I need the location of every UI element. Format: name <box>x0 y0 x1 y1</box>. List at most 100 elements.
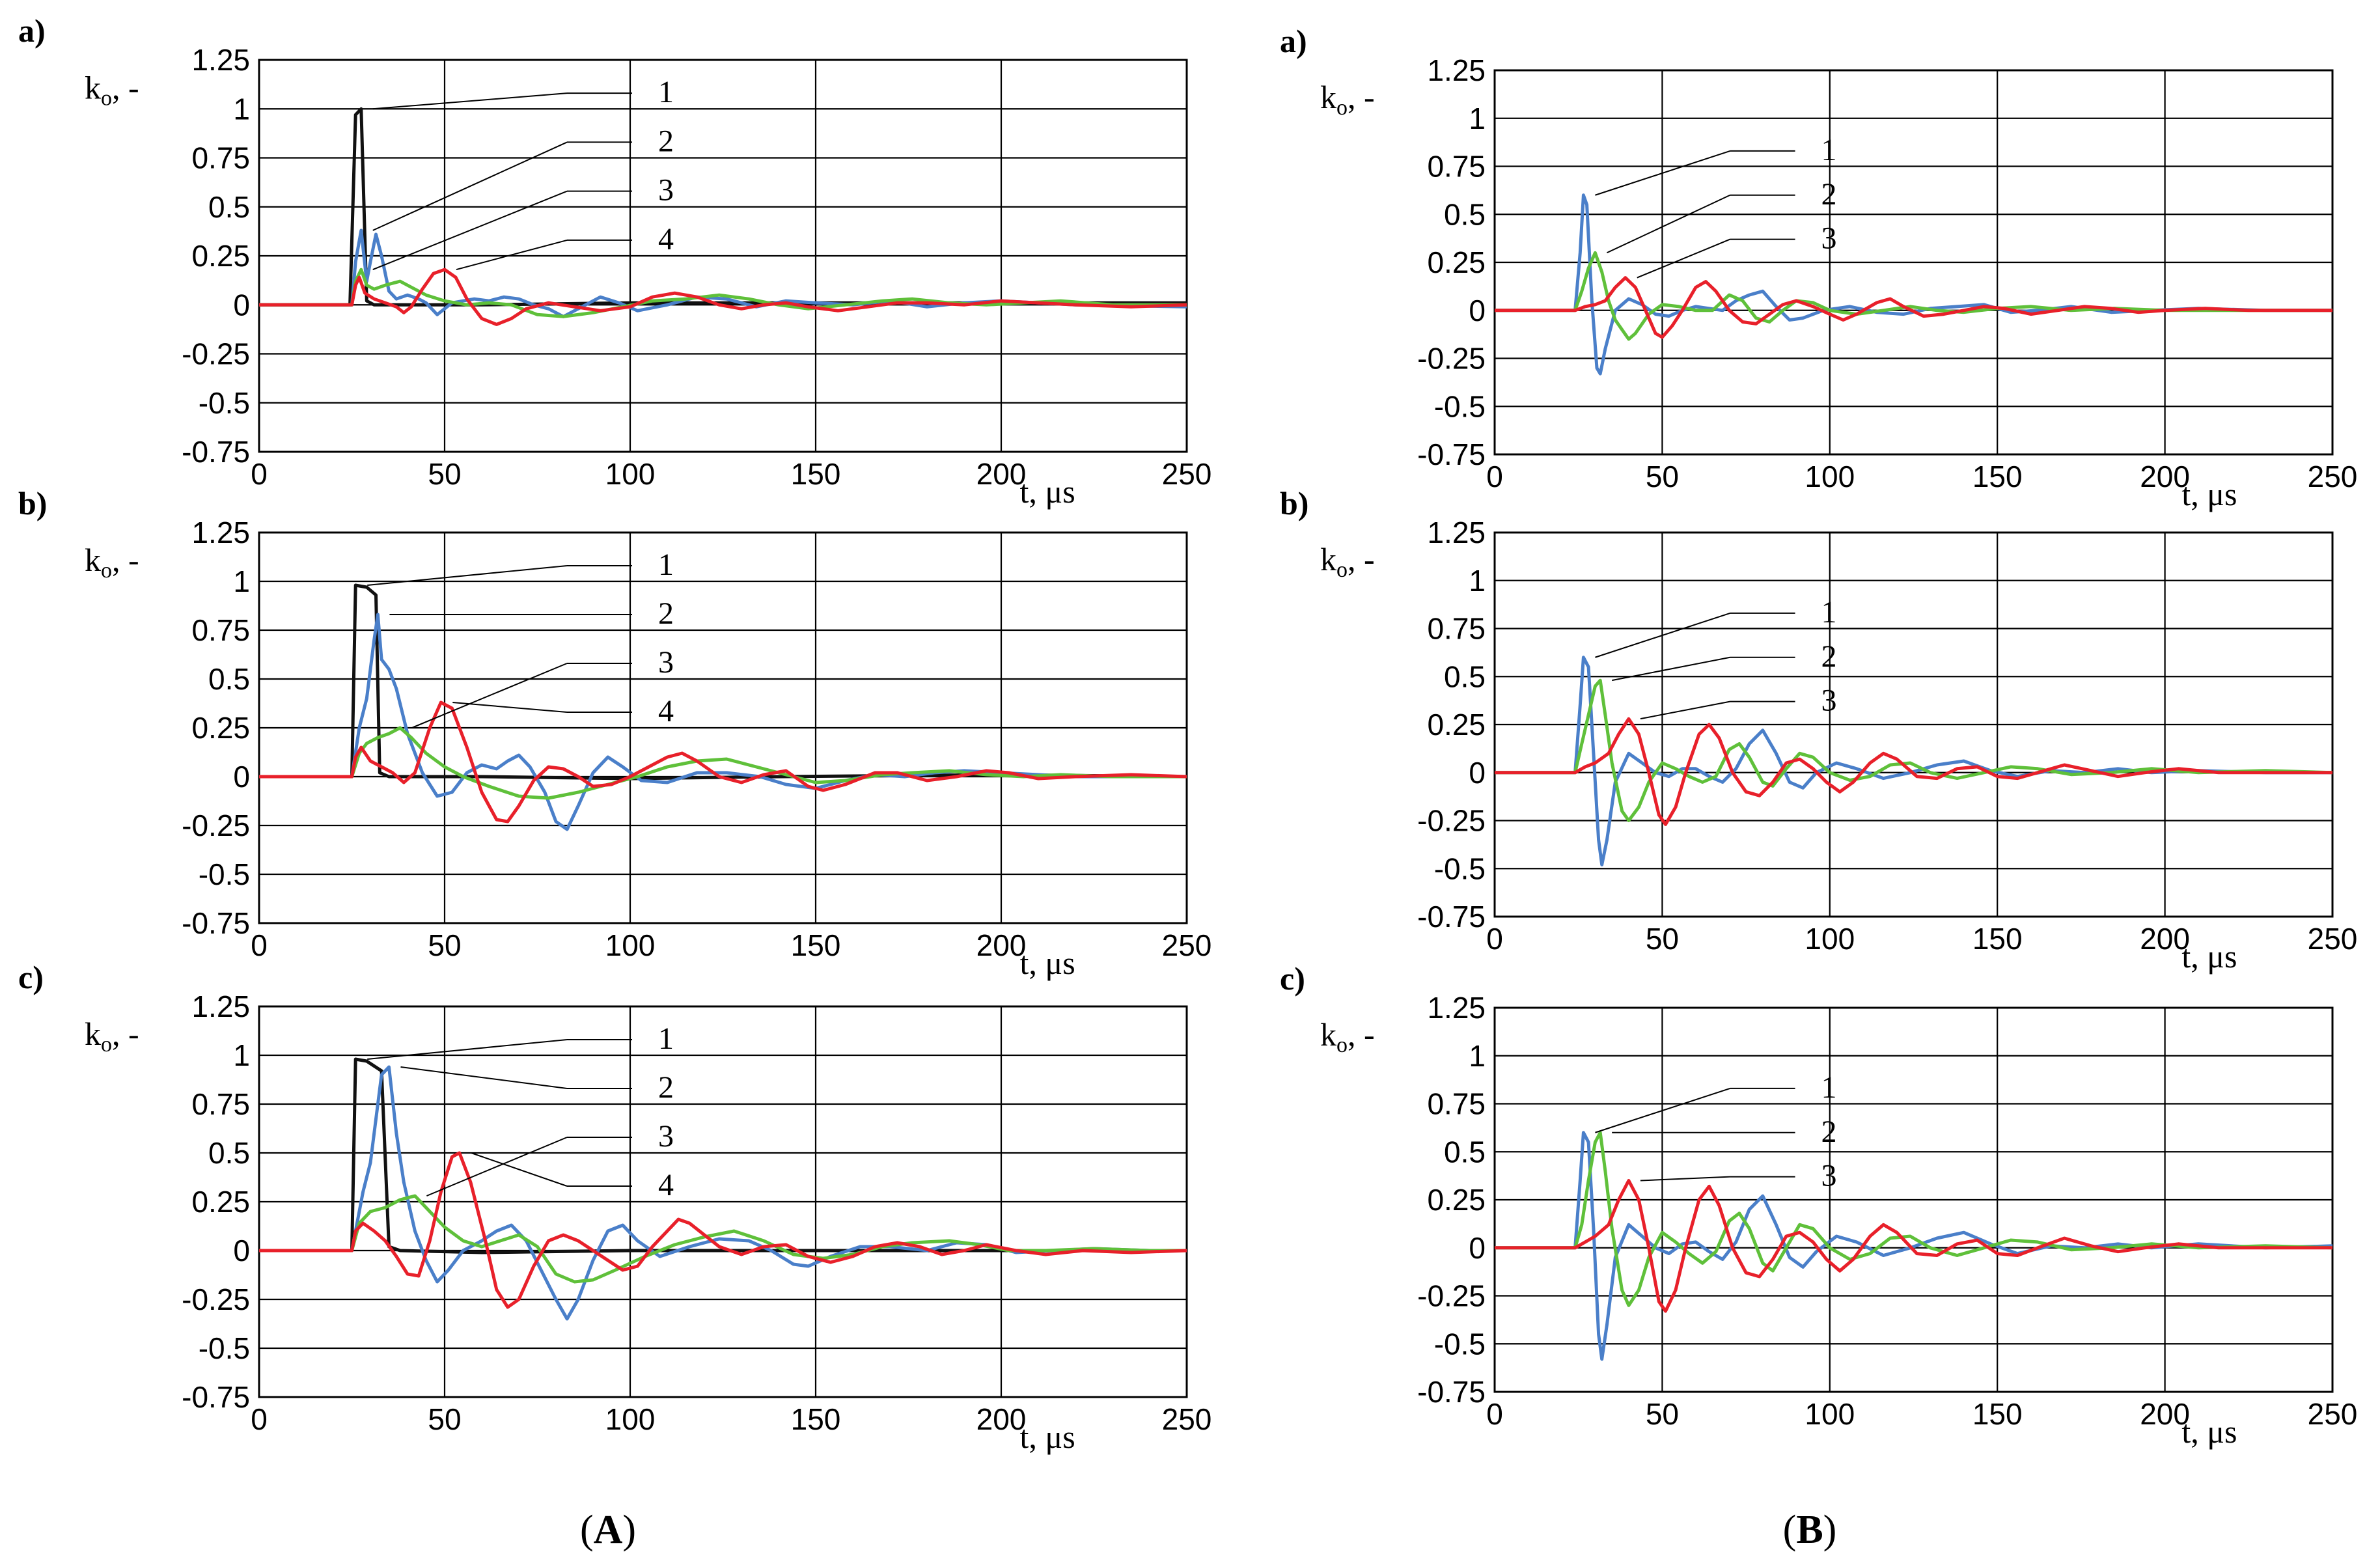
x-tick-label: 250 <box>2308 460 2358 493</box>
y-tick-label: 0.5 <box>1444 659 1486 693</box>
x-tick-label: 50 <box>428 457 461 491</box>
callout-label: 4 <box>658 1168 674 1202</box>
y-axis-label: ko, - <box>1320 79 1375 120</box>
series-line-1 <box>259 583 1187 781</box>
caption-b: (B) <box>1783 1508 1837 1552</box>
callout-leader <box>426 1137 568 1197</box>
x-tick-label: 150 <box>1972 460 2023 493</box>
y-tick-label: 0 <box>233 1234 250 1267</box>
y-tick-label: -0.5 <box>1434 389 1486 423</box>
callout-label: 1 <box>658 547 674 582</box>
chart-panel-b-b: -0.75 -0.5 -0.25 0 0.25 0.5 0.75 1 1.25 0 50 100 150… <box>1280 485 2357 975</box>
y-tick-label: 0 <box>1469 756 1486 790</box>
x-tick-label: 100 <box>605 1402 656 1436</box>
y-axis-label: ko, - <box>1320 541 1375 582</box>
chart-panel-b-a: -0.75 -0.5 -0.25 0 0.25 0.5 0.75 1 1.25 0 50 100 150… <box>1280 23 2357 512</box>
callout-leader <box>400 1066 568 1089</box>
callout-label: 3 <box>1821 684 1837 718</box>
y-tick-label: 1 <box>1469 1039 1486 1073</box>
y-tick-label: -0.25 <box>1417 804 1486 838</box>
callout-leader <box>1637 238 1730 279</box>
panel-label: b) <box>18 485 47 521</box>
x-tick-label: 0 <box>1486 922 1503 956</box>
callout-label: 1 <box>1821 1070 1837 1105</box>
series-line-2 <box>1495 678 2333 822</box>
x-tick-label: 100 <box>1805 1397 1855 1431</box>
callout-leader <box>1607 194 1730 254</box>
y-tick-label: 1 <box>1469 564 1486 598</box>
y-tick-label: 0.5 <box>208 190 250 224</box>
callout-leader <box>452 702 568 713</box>
callout-label: 2 <box>1821 639 1837 674</box>
panel-label: a) <box>1280 23 1307 59</box>
y-tick-label: 0.25 <box>1427 1183 1486 1217</box>
series-line-4 <box>259 1151 1187 1309</box>
callout-label: 1 <box>658 1021 674 1056</box>
callout-label: 2 <box>1821 1115 1837 1149</box>
y-tick-label: 1 <box>233 92 250 126</box>
callout-label: 2 <box>658 1070 674 1105</box>
series-line-4 <box>259 268 1187 326</box>
y-tick-label: -0.25 <box>182 1282 250 1316</box>
callout-leader <box>367 565 568 586</box>
callout-leader <box>411 663 568 728</box>
y-axis-label: ko, - <box>85 1016 139 1057</box>
panel-label: a) <box>18 12 46 49</box>
callout-label: 3 <box>1821 221 1837 256</box>
y-tick-label: 0.5 <box>1444 1135 1486 1169</box>
x-axis-label: t, μs <box>1020 473 1075 510</box>
x-tick-label: 250 <box>1162 457 1212 491</box>
callout-label: 2 <box>1821 177 1837 212</box>
series-line-3 <box>1495 1179 2332 1313</box>
y-tick-label: 0.5 <box>208 1136 250 1170</box>
y-tick-label: 0.5 <box>208 662 250 696</box>
callout-label: 1 <box>1821 133 1837 167</box>
y-tick-label: 0.75 <box>191 1087 250 1121</box>
y-axis-label: ko, - <box>85 542 139 583</box>
callout-label: 3 <box>1821 1159 1837 1193</box>
chart-panel-a-c: -0.75 -0.5 -0.25 0 0.25 0.5 0.75 1 1.25 0 50 100 150… <box>18 959 1211 1455</box>
x-tick-label: 200 <box>2140 1397 2190 1431</box>
series-line-2 <box>1495 1131 2333 1307</box>
callout-leader <box>1595 150 1730 196</box>
series-line-1 <box>1495 193 2332 376</box>
chart-panel-b-c: -0.75 -0.5 -0.25 0 0.25 0.5 0.75 1 1.25 0 50 100 150… <box>1280 960 2357 1450</box>
panel-label: c) <box>18 959 44 995</box>
series-line-3 <box>1495 717 2332 826</box>
y-tick-label: 0.75 <box>1427 1087 1486 1121</box>
callout-leader <box>372 190 568 270</box>
y-tick-label: 0.75 <box>1427 150 1486 184</box>
x-tick-label: 0 <box>251 928 268 962</box>
x-tick-label: 100 <box>1805 922 1855 956</box>
y-tick-label: 0 <box>233 760 250 794</box>
y-tick-label: 0.25 <box>1427 708 1486 741</box>
callout-label: 2 <box>658 596 674 631</box>
panel-label: c) <box>1280 960 1305 997</box>
y-tick-label: 1.25 <box>1427 991 1486 1025</box>
x-tick-label: 200 <box>976 457 1027 491</box>
y-tick-label: 1.25 <box>1427 516 1486 549</box>
y-tick-label: 1 <box>1469 102 1486 135</box>
series-line-3 <box>259 268 1187 318</box>
x-tick-label: 150 <box>791 1402 841 1436</box>
y-tick-label: -0.25 <box>182 337 250 371</box>
y-tick-label: 1.25 <box>191 43 250 77</box>
y-tick-label: -0.75 <box>182 1380 250 1414</box>
chart-panel-a-b: -0.75 -0.5 -0.25 0 0.25 0.5 0.75 1 1.25 0 50 100 150… <box>18 485 1211 981</box>
x-tick-label: 200 <box>976 1402 1027 1436</box>
x-tick-label: 150 <box>791 928 841 962</box>
callout-label: 4 <box>658 222 674 256</box>
y-tick-label: -0.75 <box>1417 900 1486 934</box>
callout-leader <box>372 92 568 110</box>
x-tick-label: 0 <box>251 1402 268 1436</box>
callout-leader <box>471 1152 568 1187</box>
x-tick-label: 100 <box>605 457 656 491</box>
y-tick-label: 0.25 <box>191 711 250 745</box>
y-tick-label: 0.5 <box>1444 197 1486 231</box>
x-axis-label: t, μs <box>2181 1413 2237 1450</box>
y-tick-label: -0.5 <box>1434 1327 1486 1361</box>
y-tick-label: 0 <box>1469 294 1486 327</box>
y-tick-label: -0.75 <box>1417 1375 1486 1409</box>
y-tick-label: 0.25 <box>191 1185 250 1219</box>
y-tick-label: -0.75 <box>182 906 250 940</box>
